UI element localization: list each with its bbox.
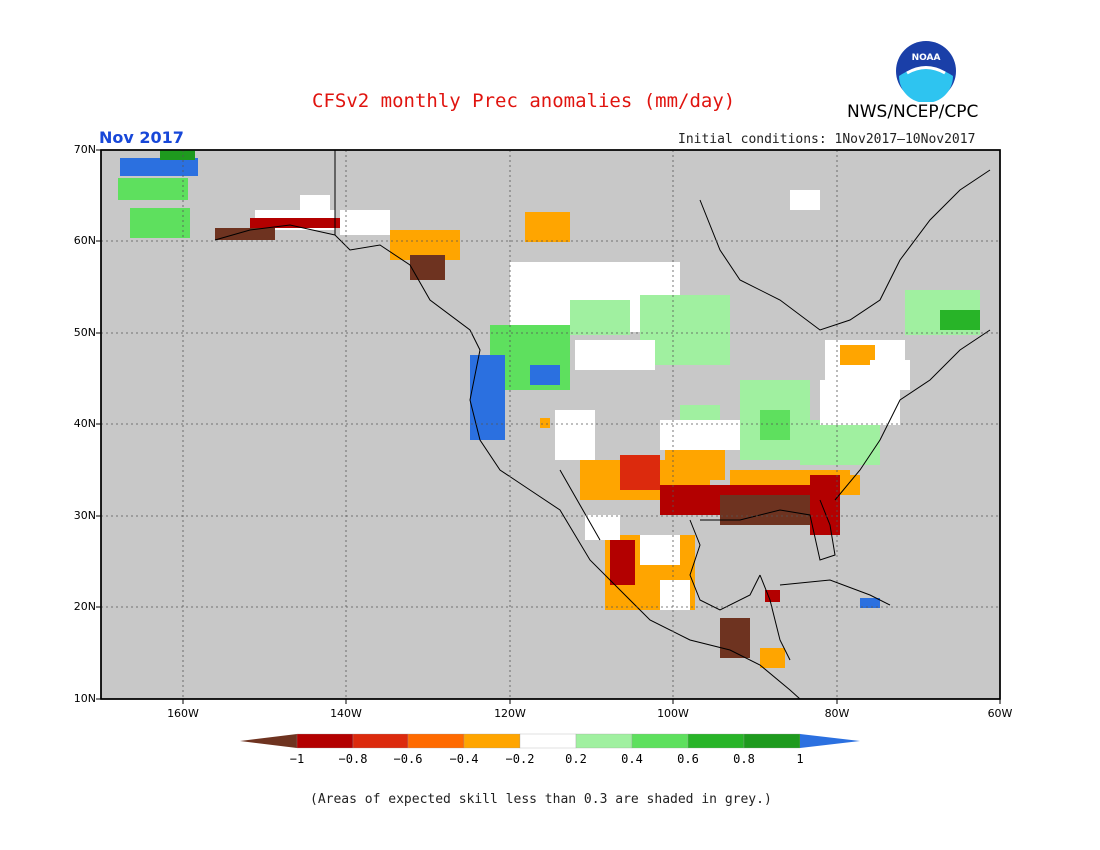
lon-label: 140W — [330, 707, 362, 720]
colorbar-label: 0.4 — [621, 752, 643, 766]
colorbar-label: 0.8 — [733, 752, 755, 766]
lon-label: 160W — [167, 707, 199, 720]
chart-title: CFSv2 monthly Prec anomalies (mm/day) — [312, 90, 736, 112]
lon-label: 80W — [824, 707, 850, 720]
month-label: Nov 2017 — [99, 128, 184, 147]
anomaly-patch — [620, 455, 660, 490]
coastline — [779, 579, 891, 606]
colorbar — [240, 733, 860, 749]
lat-label: 50N — [73, 326, 96, 339]
lon-label: 100W — [657, 707, 689, 720]
anomaly-patch — [660, 580, 690, 610]
anomaly-patch — [870, 360, 910, 390]
anomaly-patch — [120, 158, 198, 176]
colorbar-cell — [463, 733, 521, 749]
anomaly-patch — [840, 475, 860, 495]
colorbar-cell — [687, 733, 745, 749]
coastline — [699, 169, 991, 331]
coastline — [214, 224, 336, 241]
colorbar-cell — [352, 733, 409, 749]
coastline — [834, 329, 991, 501]
anomaly-patch — [540, 418, 550, 428]
anomaly-patch — [810, 475, 840, 535]
coastline — [334, 150, 801, 700]
colorbar-cell — [631, 733, 689, 749]
anomaly-patch — [160, 150, 195, 160]
anomaly-patch — [570, 300, 630, 335]
lat-label: 20N — [73, 600, 96, 613]
colorbar-arrow-right — [800, 734, 860, 748]
anomaly-patch — [660, 420, 740, 450]
anomaly-patch — [470, 355, 505, 440]
colorbar-label: −0.8 — [338, 752, 368, 766]
colorbar-label: −1 — [289, 752, 305, 766]
anomaly-patch — [665, 450, 725, 480]
anomaly-patch — [340, 210, 390, 235]
anomaly-patch — [410, 255, 445, 280]
coastline — [759, 574, 791, 661]
anomaly-patch — [840, 345, 875, 365]
grid-lines — [101, 150, 1000, 699]
colorbar-cell — [575, 733, 633, 749]
colorbar-cell — [519, 733, 577, 749]
anomaly-patch — [860, 598, 880, 608]
lat-label: 70N — [73, 143, 96, 156]
anomaly-patch — [790, 190, 820, 210]
lon-label: 120W — [494, 707, 526, 720]
logo-wave — [899, 67, 953, 102]
colorbar-label: 0.6 — [677, 752, 699, 766]
anomaly-patch — [585, 515, 620, 540]
anomaly-patch — [530, 365, 560, 385]
anomaly-patch — [800, 420, 880, 465]
anomaly-patch — [555, 410, 595, 460]
lon-label: 60W — [987, 707, 1013, 720]
anomaly-patch — [680, 405, 720, 420]
coastlines — [214, 150, 991, 700]
lat-label: 30N — [73, 509, 96, 522]
lat-label: 40N — [73, 417, 96, 430]
anomaly-patch — [250, 218, 340, 228]
anomaly-patch — [720, 618, 750, 658]
anomaly-patch — [130, 208, 190, 238]
anomaly-patch — [215, 228, 275, 240]
colorbar-label: −0.2 — [505, 752, 535, 766]
anomaly-patch — [760, 648, 785, 668]
footnote: (Areas of expected skill less than 0.3 a… — [310, 792, 772, 807]
colorbar-label: −0.6 — [393, 752, 423, 766]
coastline — [559, 469, 601, 541]
lat-label: 10N — [73, 692, 96, 705]
anomaly-patch — [765, 590, 780, 602]
anomaly-patch — [118, 178, 188, 200]
logo-bird — [906, 66, 946, 75]
colorbar-label: 1 — [796, 752, 804, 766]
anomaly-patch — [525, 212, 570, 242]
noaa-logo: NOAA — [896, 41, 956, 102]
colorbar-label: 0.2 — [565, 752, 587, 766]
lat-label: 60N — [73, 234, 96, 247]
anomaly-patch — [760, 410, 790, 440]
anomaly-patch — [300, 195, 330, 210]
colorbar-label: −0.4 — [449, 752, 479, 766]
colorbar-cell — [743, 733, 801, 749]
coastline — [689, 519, 761, 611]
initial-conditions: Initial conditions: 1Nov2017–10Nov2017 — [678, 132, 976, 147]
coastline — [700, 499, 836, 561]
org-label: NWS/NCEP/CPC — [847, 102, 979, 122]
axis-ticks — [96, 149, 1001, 704]
anomaly-patch — [610, 540, 635, 585]
anomaly-patch — [575, 340, 655, 370]
anomaly-patch — [940, 310, 980, 330]
colorbar-arrow-left — [240, 734, 297, 748]
logo-text: NOAA — [912, 53, 941, 63]
colorbar-cell — [296, 733, 354, 749]
colorbar-cell — [407, 733, 465, 749]
anomaly-patch — [640, 535, 680, 565]
